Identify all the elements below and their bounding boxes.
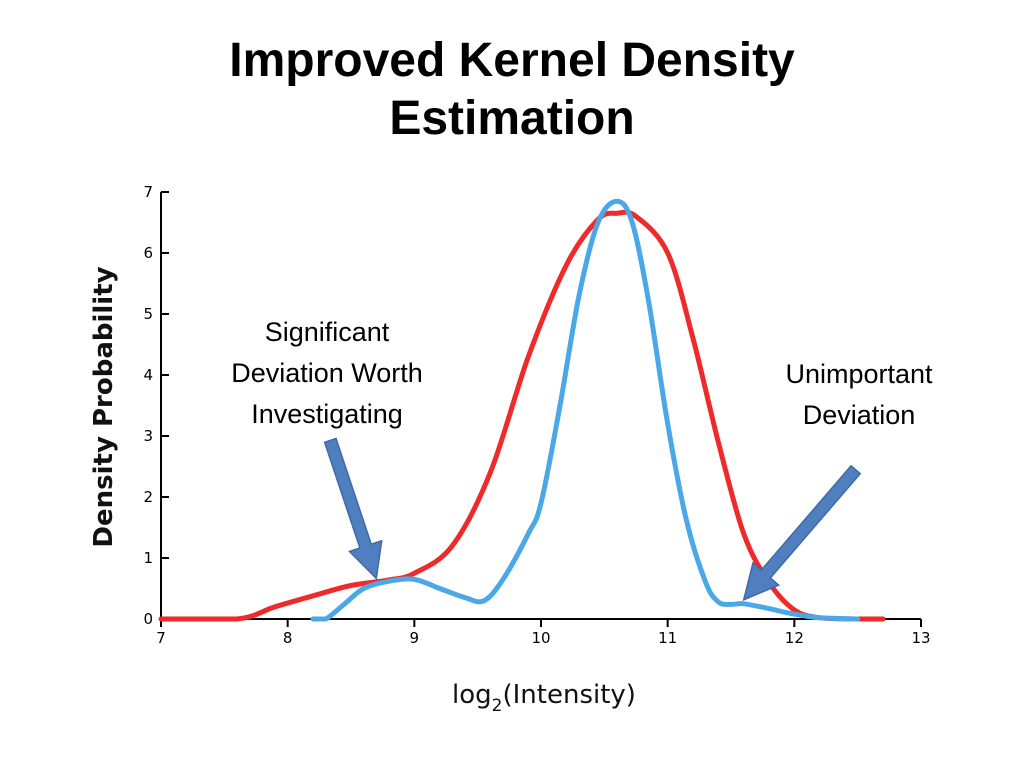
x-tick-label: 12 xyxy=(785,629,804,647)
y-tick-label: 4 xyxy=(143,366,153,384)
y-tick-label: 1 xyxy=(143,549,153,567)
y-tick-label: 0 xyxy=(143,610,153,628)
annotation-1-line: Significant xyxy=(265,317,390,347)
x-tick-label: 9 xyxy=(410,629,420,647)
x-axis-label: log2(Intensity) xyxy=(452,680,636,716)
annotation-arrow-2 xyxy=(742,464,862,602)
annotation-1-line: Investigating xyxy=(251,399,403,429)
title-line-1: Improved Kernel Density xyxy=(229,34,795,87)
annotation-notes: Significant Deviation Worth Investigating U… xyxy=(231,317,933,430)
x-tick-label: 8 xyxy=(283,629,293,647)
annotation-2-line: Unimportant xyxy=(785,359,933,389)
y-tick-label: 5 xyxy=(143,305,153,323)
density-curve-2 xyxy=(310,198,861,622)
annotation-arrow-1 xyxy=(323,437,383,580)
x-tick-label: 10 xyxy=(531,629,550,647)
x-axis-label-rest: (Intensity) xyxy=(503,680,636,710)
x-axis-label-subscript: 2 xyxy=(492,696,503,716)
x-axis-label-base: log xyxy=(452,680,492,710)
y-tick-label: 7 xyxy=(143,183,153,201)
slide-title: Improved Kernel Density Estimation xyxy=(0,32,1024,148)
title-line-2: Estimation xyxy=(389,92,635,145)
annotation-2-line: Deviation xyxy=(803,400,916,430)
y-axis-label: Density Probability xyxy=(89,266,119,547)
y-tick-label: 6 xyxy=(143,244,153,262)
y-tick-label: 3 xyxy=(143,427,153,445)
x-tick-label: 13 xyxy=(911,629,930,647)
x-tick-label: 7 xyxy=(156,629,166,647)
annotation-1-line: Deviation Worth xyxy=(231,358,423,388)
x-tick-label: 11 xyxy=(658,629,677,647)
y-tick-label: 2 xyxy=(143,488,153,506)
annotation-arrows xyxy=(323,437,862,602)
